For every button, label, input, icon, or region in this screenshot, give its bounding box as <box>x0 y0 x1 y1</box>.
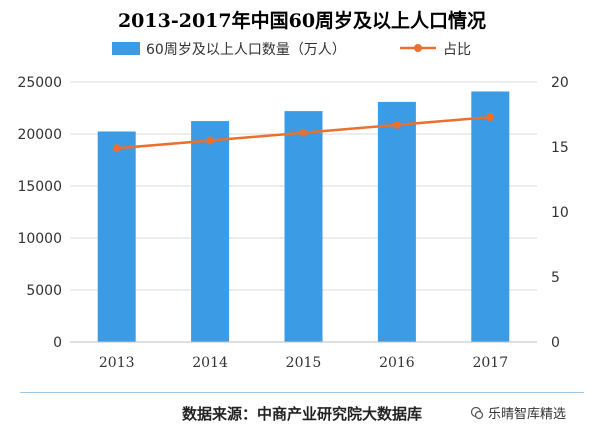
bar <box>471 91 510 343</box>
bar <box>97 131 136 342</box>
line-point <box>392 120 401 129</box>
y-left-tick-label: 20000 <box>17 127 62 143</box>
line-point <box>112 144 121 153</box>
y-left-tick-label: 15000 <box>17 179 62 195</box>
y-right-tick-label: 15 <box>551 140 569 156</box>
line-point <box>486 113 495 122</box>
legend-label-bar: 60周岁及以上人口数量（万人） <box>146 42 346 58</box>
line-series <box>112 113 495 153</box>
divider <box>20 392 584 393</box>
bar-series <box>97 91 510 343</box>
legend-swatch-bar <box>112 42 140 55</box>
legend: 60周岁及以上人口数量（万人） 占比 <box>112 42 471 58</box>
x-tick-label: 2016 <box>379 355 415 371</box>
y-right-tick-label: 0 <box>551 335 560 351</box>
y-left-tick-label: 5000 <box>26 283 62 299</box>
y-left-tick-label: 10000 <box>17 231 62 247</box>
x-tick-label: 2017 <box>472 355 508 371</box>
legend-swatch-marker <box>414 44 422 52</box>
y-left-tick-label: 0 <box>53 335 62 351</box>
line-point <box>206 136 215 145</box>
x-tick-label: 2014 <box>192 355 228 371</box>
y-left-tick-label: 25000 <box>17 75 62 91</box>
bar <box>377 101 416 342</box>
watermark: 乐晴智库精选 <box>470 403 566 422</box>
axes: 0 5000 10000 15000 20000 25000 0 5 10 15 20 2013 201… <box>17 75 568 371</box>
wechat-icon <box>470 406 484 419</box>
legend-label-line: 占比 <box>443 42 471 58</box>
y-right-tick-label: 10 <box>551 205 569 221</box>
watermark-text: 乐晴智库精选 <box>488 407 567 422</box>
y-right-tick-label: 20 <box>551 75 569 91</box>
x-tick-label: 2015 <box>286 355 322 371</box>
line-point <box>299 128 308 137</box>
chart-title: 2013-2017年中国60周岁及以上人口情况 <box>117 10 487 32</box>
bar <box>191 121 230 343</box>
x-tick-label: 2013 <box>99 355 135 371</box>
y-right-tick-label: 5 <box>551 270 560 286</box>
source-note: 数据来源：中商产业研究院大数据库 <box>182 405 423 423</box>
bar <box>284 111 323 343</box>
